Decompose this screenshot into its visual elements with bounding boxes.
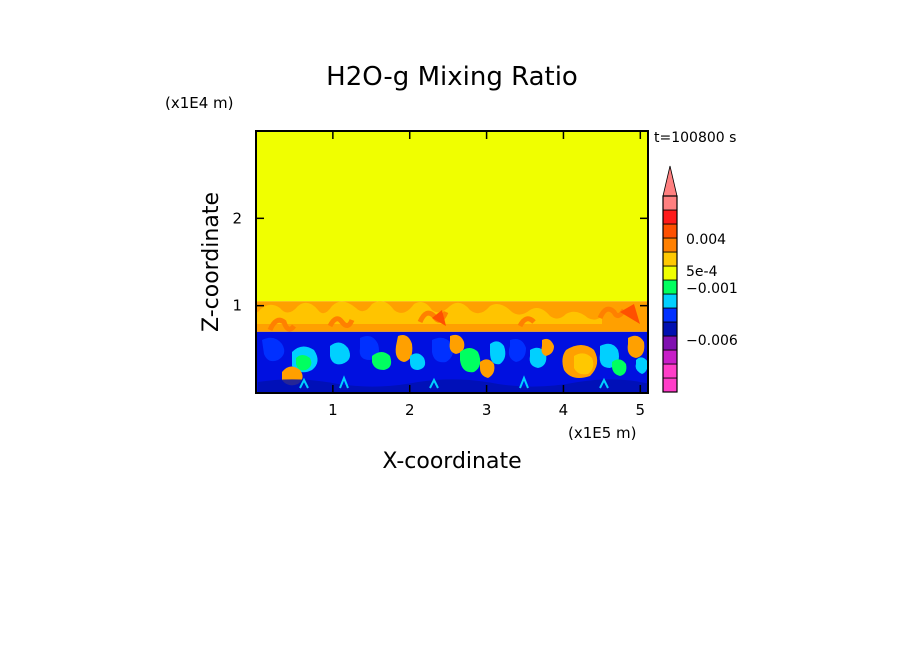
plot-area xyxy=(256,131,648,393)
x-unit-label: (x1E5 m) xyxy=(568,424,637,442)
x-tick-label: 4 xyxy=(559,401,569,419)
boundary-layer-texture xyxy=(258,334,648,393)
colorbar-segment xyxy=(662,223,678,239)
colorbar-tick-label: −0.001 xyxy=(686,281,738,297)
transition-texture xyxy=(256,301,640,332)
y-tick-label: 2 xyxy=(232,209,242,227)
y-tick-label: 1 xyxy=(232,297,242,315)
y-unit-label: (x1E4 m) xyxy=(165,94,234,112)
colorbar-segment xyxy=(662,349,678,365)
colorbar-segment xyxy=(662,279,678,295)
x-tick-label: 3 xyxy=(482,401,492,419)
x-ticks: 1 2 3 4 5 xyxy=(328,131,645,419)
colorbar-tick-label: 5e-4 xyxy=(686,264,718,280)
plot-frame xyxy=(255,130,649,394)
colorbar-extend-top xyxy=(662,165,678,197)
colorbar-segment xyxy=(662,363,678,379)
colorbar-frame xyxy=(662,195,678,393)
colorbar-segment xyxy=(662,307,678,323)
colorbar-segment xyxy=(662,209,678,225)
colorbar-segment xyxy=(662,251,678,267)
colorbar-segment xyxy=(662,335,678,351)
colorbar-segment xyxy=(662,293,678,309)
x-axis-label: X-coordinate xyxy=(382,449,521,474)
chart-title: H2O-g Mixing Ratio xyxy=(326,62,578,92)
colorbar-segment xyxy=(662,377,678,393)
colorbar-segment xyxy=(662,265,678,281)
colorbar: 0.004 5e-4−0.001 −0.006 xyxy=(662,165,738,393)
x-tick-label: 2 xyxy=(405,401,415,419)
y-ticks: 12 xyxy=(232,209,648,315)
colorbar-segment xyxy=(662,195,678,211)
x-tick-label: 5 xyxy=(636,401,646,419)
x-tick-label: 1 xyxy=(328,401,338,419)
colorbar-segment xyxy=(662,321,678,337)
y-axis-label: Z-coordinate xyxy=(199,192,224,332)
region-upper xyxy=(256,131,648,302)
colorbar-tick-label: −0.006 xyxy=(686,333,738,349)
colorbar-segment xyxy=(662,237,678,253)
time-label: t=100800 s xyxy=(654,130,736,146)
colorbar-tick-label: 0.004 xyxy=(686,232,726,248)
